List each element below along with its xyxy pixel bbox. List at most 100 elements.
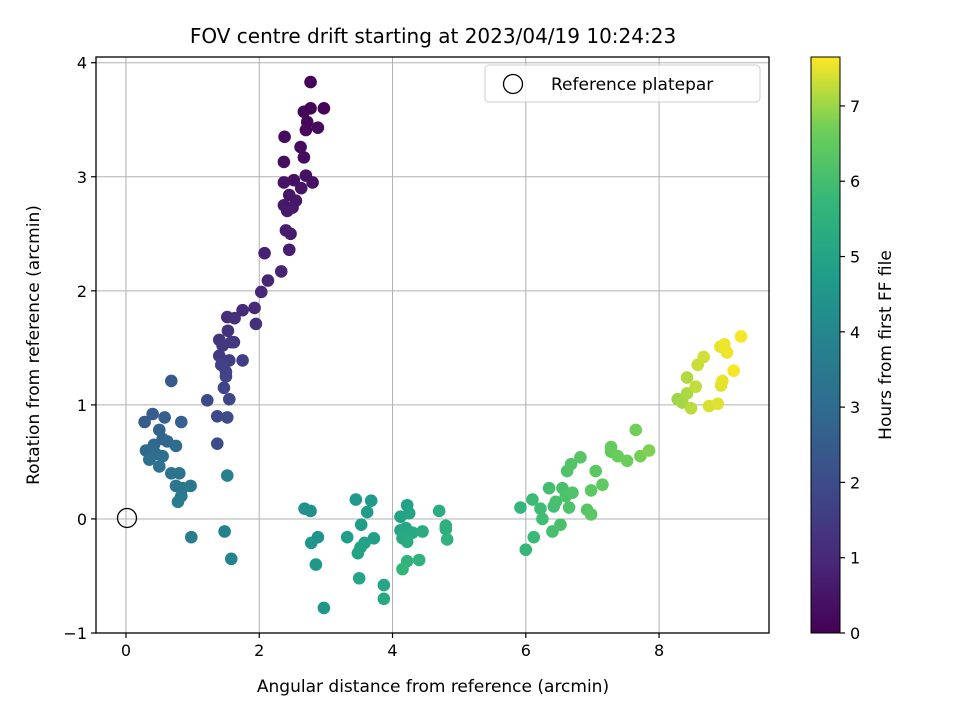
- data-point: [574, 451, 587, 464]
- y-tick-label: 0: [77, 510, 87, 529]
- x-tick-label: 0: [121, 641, 131, 660]
- data-point: [304, 536, 318, 550]
- data-point: [412, 553, 426, 567]
- colorbar-tick-label: 1: [850, 549, 860, 568]
- data-point: [620, 454, 634, 468]
- data-point: [402, 506, 416, 520]
- data-point: [311, 121, 325, 135]
- data-point: [143, 453, 156, 466]
- data-point: [566, 486, 579, 500]
- data-point: [440, 533, 454, 546]
- data-point: [584, 508, 598, 521]
- data-point: [216, 339, 229, 352]
- data-point: [377, 592, 391, 606]
- data-point: [727, 364, 740, 377]
- data-point: [228, 311, 241, 325]
- data-point: [306, 176, 319, 189]
- colorbar-tick-label: 4: [850, 323, 860, 342]
- data-point: [146, 407, 159, 421]
- data-point: [360, 505, 374, 519]
- legend-label: Reference platepar: [551, 75, 713, 95]
- data-point: [222, 392, 236, 406]
- data-point: [542, 481, 556, 495]
- data-point: [317, 102, 331, 115]
- data-point: [138, 415, 151, 429]
- data-point: [716, 374, 729, 388]
- data-point: [416, 525, 429, 538]
- data-point: [527, 530, 541, 544]
- data-point: [156, 449, 169, 463]
- data-point: [406, 526, 419, 539]
- data-point: [274, 265, 288, 278]
- data-point: [596, 478, 609, 492]
- colorbar-tick-label: 5: [850, 248, 860, 267]
- data-point: [514, 501, 527, 514]
- data-point: [349, 493, 363, 506]
- x-axis-label: Angular distance from reference (arcmin): [257, 677, 609, 697]
- data-point: [172, 467, 186, 480]
- data-point: [171, 495, 185, 509]
- colorbar-gradient: [810, 56, 841, 634]
- legend: Reference platepar: [484, 64, 761, 103]
- data-point: [210, 409, 224, 423]
- data-point: [534, 502, 547, 515]
- y-tick-label: 3: [77, 168, 87, 187]
- data-point: [174, 415, 188, 429]
- data-point: [536, 512, 549, 526]
- data-point: [214, 358, 228, 372]
- data-point: [258, 246, 271, 260]
- x-tick-label: 2: [254, 641, 264, 660]
- data-point: [249, 317, 263, 331]
- data-point: [287, 173, 301, 187]
- y-tick-label: 2: [77, 282, 87, 301]
- y-tick-label: 4: [77, 54, 87, 73]
- y-tick-label: −1: [63, 624, 87, 643]
- data-point: [279, 224, 293, 237]
- data-point: [282, 243, 296, 257]
- data-point: [720, 346, 734, 359]
- data-point: [519, 543, 533, 557]
- colorbar: 0 1 2 3 4 5 6 7 Hours from first FF file: [810, 56, 896, 643]
- x-axis-ticks: 0 2 4 6 8: [121, 633, 664, 660]
- colorbar-tick-label: 6: [850, 172, 860, 191]
- data-point: [351, 546, 365, 560]
- data-point: [564, 457, 578, 471]
- data-point: [680, 371, 694, 384]
- legend-marker-icon: [502, 73, 524, 95]
- y-axis-label: Rotation from reference (arcmin): [24, 205, 44, 485]
- colorbar-tick-label: 3: [850, 398, 860, 417]
- data-point: [220, 469, 234, 482]
- data-point: [340, 530, 354, 544]
- reference-platepar-marker: [116, 507, 138, 529]
- data-point: [432, 504, 446, 518]
- data-point: [169, 439, 183, 453]
- data-point: [153, 460, 166, 473]
- data-point: [562, 501, 576, 514]
- data-point: [277, 155, 291, 169]
- x-tick-label: 6: [521, 641, 531, 660]
- data-point: [184, 479, 197, 493]
- data-point: [377, 578, 391, 592]
- data-point: [236, 303, 249, 317]
- data-point: [304, 504, 317, 518]
- data-point: [280, 204, 294, 218]
- data-point: [604, 440, 618, 454]
- colorbar-tick-label: 7: [850, 97, 860, 116]
- data-point: [261, 274, 275, 287]
- data-point: [224, 552, 238, 566]
- data-point: [304, 102, 317, 115]
- data-point: [439, 522, 453, 536]
- data-point: [299, 123, 313, 137]
- data-point: [711, 397, 724, 411]
- grid-lines: [96, 57, 769, 634]
- colorbar-tick-label: 2: [850, 473, 860, 492]
- colorbar-ticks: 0 1 2 3 4 5 6 7: [840, 97, 860, 643]
- data-point: [219, 370, 233, 383]
- data-point: [611, 449, 625, 463]
- data-point: [400, 535, 414, 549]
- data-point: [734, 330, 748, 343]
- chart-title: FOV centre drift starting at 2023/04/19 …: [190, 24, 676, 48]
- x-tick-label: 4: [387, 641, 397, 660]
- plot-frame: [95, 56, 770, 634]
